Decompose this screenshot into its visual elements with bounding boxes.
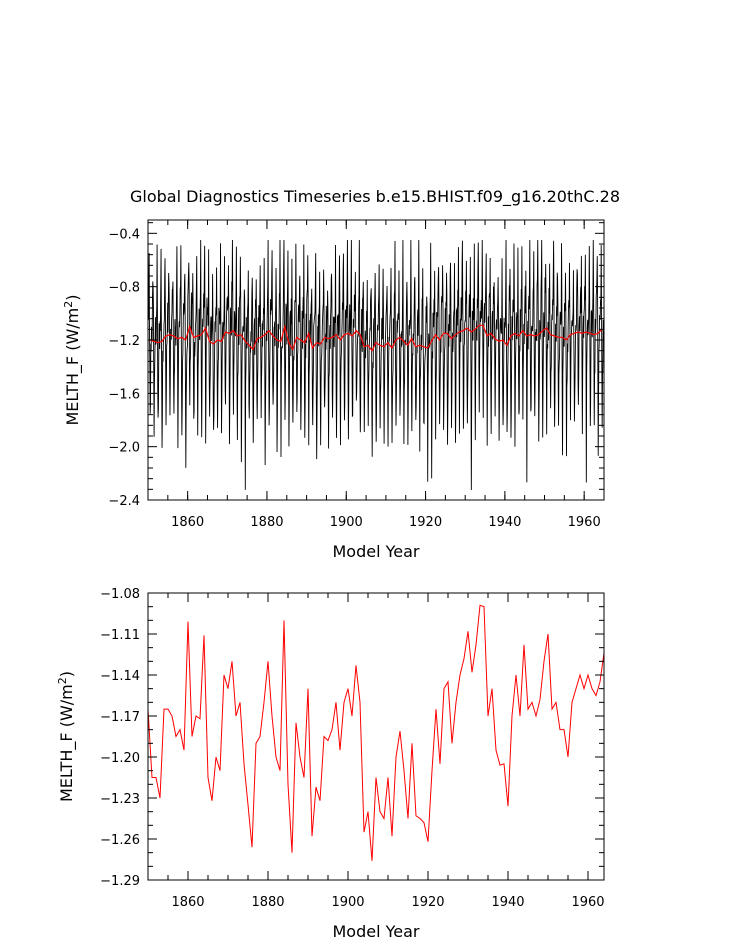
annual-mean-series-line [149, 324, 603, 352]
y-tick-label: −1.23 [100, 792, 140, 807]
x-tick-label: 1880 [250, 515, 283, 530]
y-tick-label: −2.4 [108, 494, 140, 509]
bottom-chart-minor-ticks [147, 593, 604, 880]
x-tick-label: 1920 [409, 515, 442, 530]
x-tick-label: 1960 [571, 895, 604, 910]
monthly-series-line [148, 239, 604, 490]
y-tick-label: −0.4 [108, 227, 140, 242]
plot-frame [147, 592, 605, 881]
x-axis-title: Model Year [333, 542, 420, 561]
y-axis-title: MELTH_F (W/m2) [56, 671, 77, 802]
y-tick-label: −0.8 [108, 281, 140, 296]
y-tick-label: −1.11 [100, 628, 140, 643]
y-tick-label: −1.20 [100, 751, 140, 766]
x-tick-label: 1900 [330, 515, 363, 530]
y-tick-label: −1.6 [108, 387, 140, 402]
x-axis-title: Model Year [333, 922, 420, 941]
x-tick-label: 1900 [331, 895, 364, 910]
x-tick-label: 1940 [488, 515, 521, 530]
y-tick-label: −1.2 [108, 334, 140, 349]
y-tick-label: −1.17 [100, 710, 140, 725]
y-axis-title: MELTH_F (W/m2) [62, 294, 83, 425]
y-tick-label: −1.08 [100, 587, 140, 602]
x-tick-label: 1880 [251, 895, 284, 910]
monthly-and-annual-timeseries-chart: 1860 1880 1900 1920 1940 1960 −2.4 −2.0 −1.6 −1.2… [62, 219, 605, 561]
x-tick-label: 1940 [491, 895, 524, 910]
x-tick-label: 1860 [171, 515, 204, 530]
x-tick-label: 1920 [411, 895, 444, 910]
plot-frame [147, 219, 605, 501]
y-tick-label: −1.14 [100, 669, 140, 684]
x-tick-label: 1960 [568, 515, 601, 530]
annual-mean-timeseries-chart: 1860 1880 1900 1920 1940 1960 −1.29 −1.26 −1.23 −… [56, 587, 605, 941]
x-tick-label: 1860 [171, 895, 204, 910]
y-tick-label: −1.26 [100, 833, 140, 848]
annual-mean-series-line [148, 604, 604, 861]
figure-title: Global Diagnostics Timeseries b.e15.BHIS… [130, 187, 620, 207]
y-tick-label: −2.0 [108, 441, 140, 456]
y-tick-label: −1.29 [100, 874, 140, 889]
